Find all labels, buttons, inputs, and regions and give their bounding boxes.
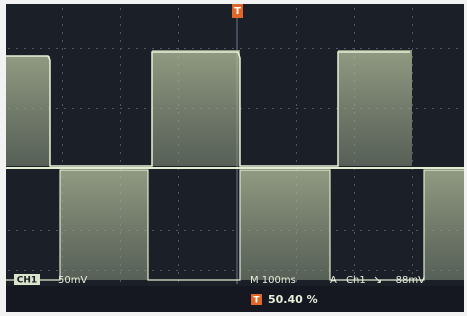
measurement-icon-label: T — [253, 296, 260, 306]
waveform-high — [424, 170, 464, 280]
trigger-mode-label: A — [330, 275, 337, 286]
channel-label: CH1 — [17, 276, 37, 286]
trigger-source-label: Ch1 — [346, 275, 366, 286]
waveform-high — [6, 56, 50, 166]
waveform-high — [240, 170, 330, 280]
trigger-marker-label: T — [234, 6, 241, 17]
duty-cycle-value: 50.40 % — [268, 293, 318, 306]
measurement-bar — [6, 286, 464, 312]
waveform-high — [338, 50, 412, 166]
grid-line — [412, 4, 413, 284]
waveform-high — [152, 50, 240, 166]
trigger-level-label: -88mV — [392, 275, 425, 286]
grid-line — [6, 48, 464, 49]
timebase-label: M 100ms — [250, 275, 296, 286]
slope-icon: ↘ — [373, 273, 382, 286]
oscilloscope-photo: T CH1 50mV M 100ms A Ch1 ↘ -88mV T 50.40… — [0, 0, 467, 316]
waveform-high — [60, 170, 148, 280]
scale-label: 50mV — [58, 275, 87, 286]
